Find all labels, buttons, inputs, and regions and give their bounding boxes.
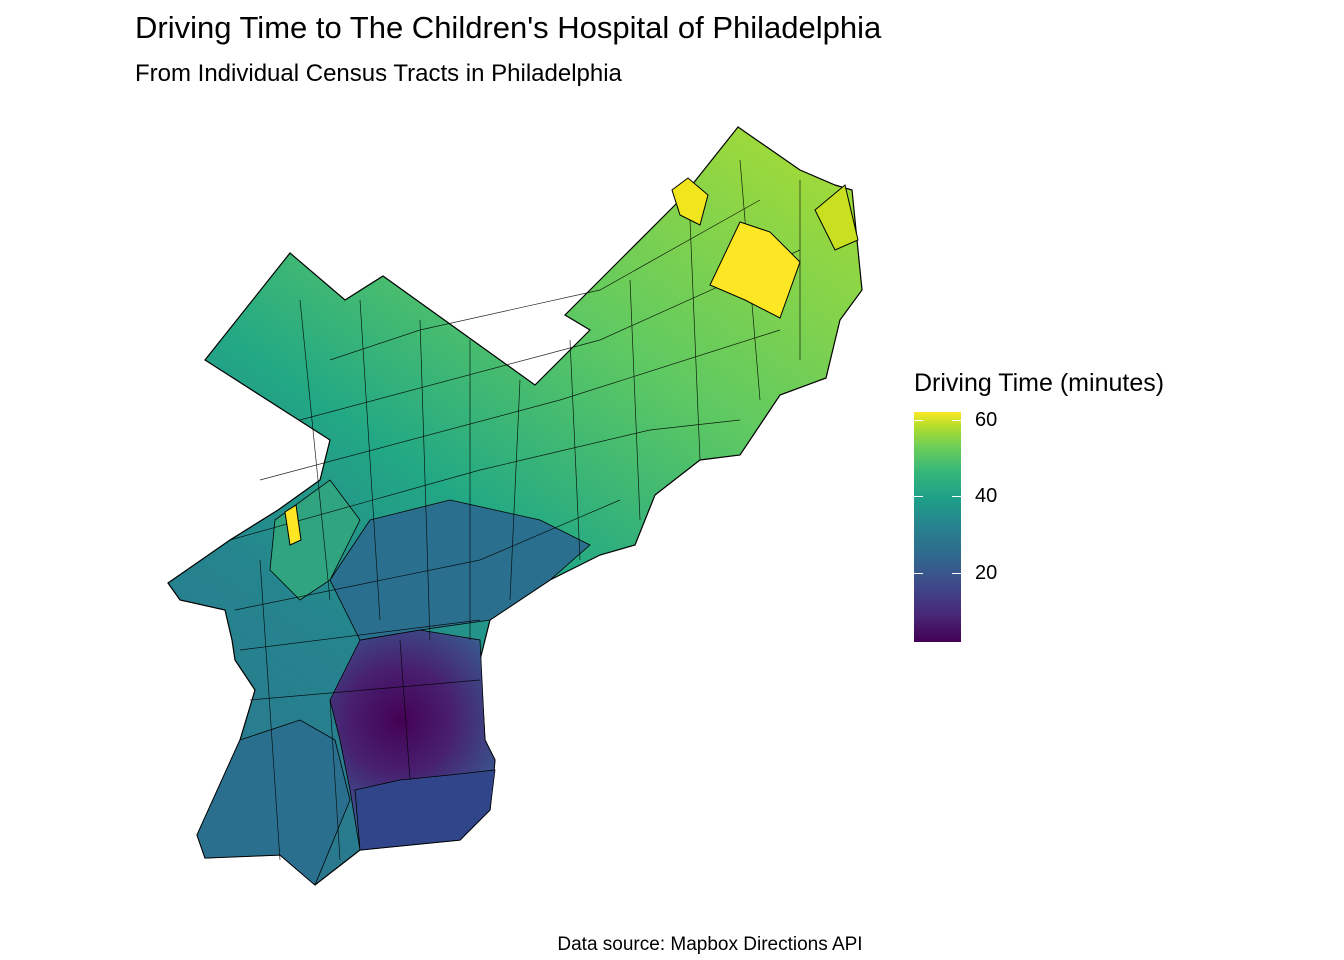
legend-title: Driving Time (minutes)	[914, 369, 1165, 397]
legend-tick-label: 20	[975, 562, 998, 584]
legend-tick-mark-left	[914, 573, 923, 574]
lower-north-tracts	[329, 499, 591, 641]
legend: Driving Time (minutes) 20 40 60	[914, 369, 1164, 642]
legend-tick-label: 60	[975, 408, 998, 431]
southwest-tracts	[196, 719, 351, 886]
northwest-peak-tract	[284, 504, 302, 546]
legend-tick-label: 40	[975, 485, 998, 508]
legend-tick-mark-right	[952, 573, 961, 574]
data-source-caption: Data source: Mapbox Directions API	[557, 934, 863, 955]
legend-color-bar	[914, 412, 961, 642]
chart-title: Driving Time to The Children's Hospital …	[135, 10, 882, 45]
northeast-peak-tract	[709, 221, 801, 319]
legend-tick-mark-left	[914, 419, 923, 421]
south-philly-tracts	[354, 769, 496, 851]
tract-borders	[229, 159, 801, 861]
northeast-upper-tract	[671, 177, 709, 226]
legend-tick-mark-right	[952, 419, 961, 421]
legend-tick-mark-right	[952, 496, 961, 498]
northeast-edge-tract	[814, 184, 859, 251]
legend-tick-mark-left	[914, 496, 923, 498]
legend-body: 20 40 60	[914, 408, 1164, 642]
chart-subtitle: From Individual Census Tracts in Philade…	[135, 60, 622, 87]
